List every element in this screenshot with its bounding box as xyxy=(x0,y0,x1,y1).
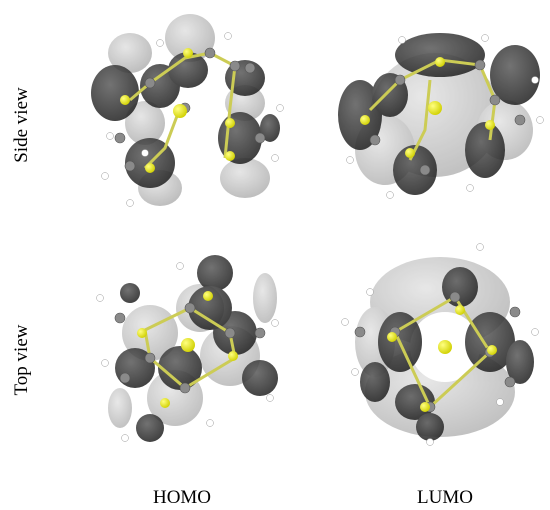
orbital-image-side-lumo xyxy=(330,20,550,220)
column-label-homo: HOMO xyxy=(152,487,212,508)
orbital-image-top-lumo xyxy=(330,232,550,454)
orbital-image-top-homo xyxy=(80,238,290,450)
column-label-lumo: LUMO xyxy=(417,487,473,508)
row-label-side-view: Side view xyxy=(11,87,32,163)
row-label-top-view: Top view xyxy=(11,324,32,396)
orbital-image-side-homo xyxy=(70,8,300,223)
